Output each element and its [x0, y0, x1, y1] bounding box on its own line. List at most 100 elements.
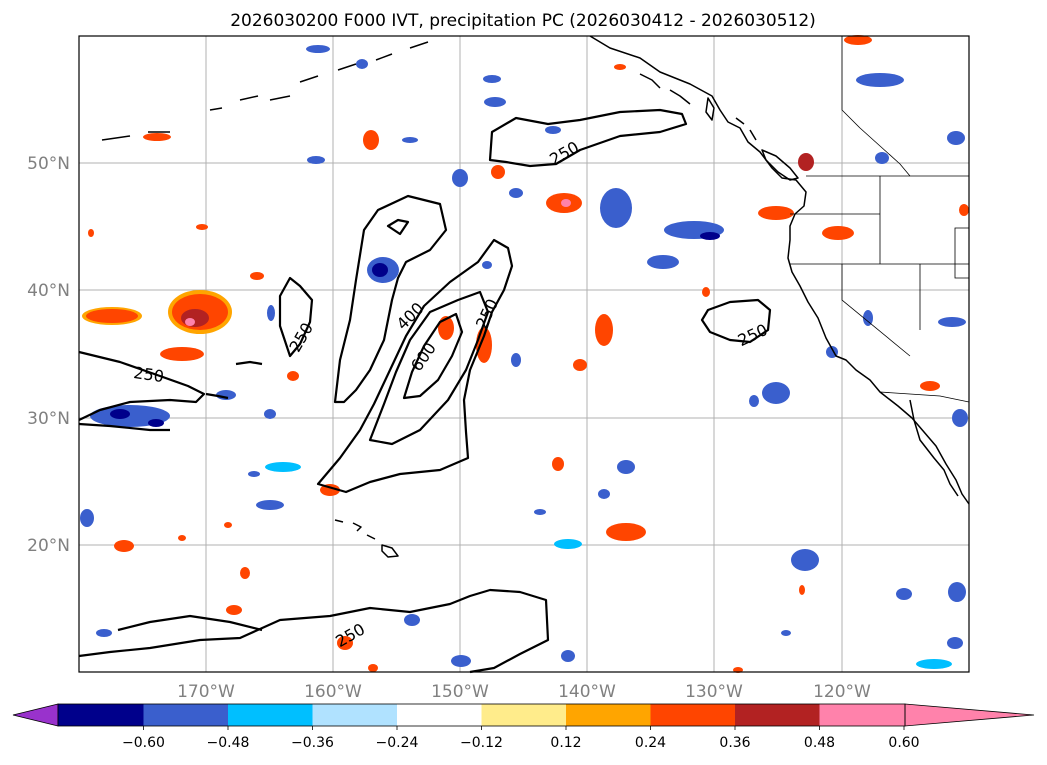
colorbar-segment: [397, 704, 482, 726]
precip-negative-blob: [762, 382, 790, 404]
precip-negative-blob: [484, 97, 506, 107]
precip-negative-blob: [791, 549, 819, 571]
precip-positive-blob: [798, 153, 814, 171]
colorbar-tick-label: −0.24: [376, 735, 419, 751]
precip-negative-blob: [356, 59, 368, 69]
colorbar-tick-label: 0.24: [635, 735, 666, 751]
precip-positive-blob: [86, 309, 138, 323]
ivt-contour-250: [278, 276, 314, 358]
precip-negative-blob: [896, 588, 912, 600]
precip-positive-blob: [226, 605, 242, 615]
baja-california-coast: [909, 399, 959, 497]
ivt-contour-250: [117, 614, 263, 632]
colorbar-segment: [58, 704, 144, 726]
precip-negative-blob: [110, 409, 130, 419]
precip-positive-blob: [337, 636, 353, 650]
political-borders: [790, 36, 970, 403]
precip-positive-blob: [920, 381, 940, 391]
precip-negative-blob: [265, 462, 301, 472]
ivt-contour-250: [488, 108, 688, 168]
precip-positive-blob: [160, 347, 204, 361]
colorbar-segment: [566, 704, 651, 726]
precip-negative-blob: [561, 650, 575, 662]
lon-label: 130°W: [685, 682, 743, 702]
precip-negative-blob: [598, 489, 610, 499]
precip-positive-blob: [614, 64, 626, 70]
precip-negative-blob: [452, 169, 468, 187]
precip-negative-blob: [482, 261, 492, 269]
colorbar-segment: [481, 704, 566, 726]
precip-positive-blob: [178, 535, 186, 541]
canada-provinces: [841, 36, 911, 177]
latitude-labels: 50°N 40°N 30°N 20°N: [27, 154, 70, 556]
map-area: [79, 36, 969, 672]
precip-negative-blob: [256, 500, 284, 510]
precip-negative-blob: [534, 509, 546, 515]
precip-negative-blob: [916, 659, 952, 669]
precip-positive-blob: [799, 585, 805, 595]
colorbar-segment: [312, 704, 397, 726]
precip-positive-blob: [181, 309, 209, 327]
alaska-panhandle-islands: [639, 73, 757, 141]
hawaiian-islands: [334, 519, 399, 558]
aleutian-chain: [101, 41, 429, 141]
colorbar-tick-label: 0.36: [719, 735, 750, 751]
contour-label-250: 250: [132, 363, 165, 386]
precip-positive-blob: [224, 522, 232, 528]
precip-pc-shading: [80, 35, 969, 673]
lat-label: 50°N: [27, 154, 70, 174]
precip-negative-blob: [947, 131, 965, 145]
lat-label: 20°N: [27, 536, 70, 556]
ivt-contour-250: [78, 350, 206, 421]
colorbar-extend-max: [904, 703, 1035, 727]
colorbar-tick-label: 0.60: [888, 735, 919, 751]
precip-positive-blob: [702, 287, 710, 297]
colorbar-ticks: [143, 726, 905, 730]
longitude-labels: 170°W 160°W 150°W 140°W 130°W 120°W: [177, 682, 871, 702]
precip-negative-blob: [307, 156, 325, 164]
precip-negative-blob: [952, 409, 968, 427]
precip-negative-blob: [306, 45, 330, 53]
precip-negative-blob: [749, 395, 759, 407]
precip-negative-blob: [554, 539, 582, 549]
precip-negative-blob: [80, 509, 94, 527]
precip-negative-blob: [617, 460, 635, 474]
precip-negative-blob: [856, 73, 904, 87]
ivt-contour-250: [205, 218, 410, 400]
precip-negative-blob: [781, 630, 791, 636]
precip-negative-blob: [700, 232, 720, 240]
us-mexico-border: [879, 391, 970, 403]
colorbar-segment: [735, 704, 820, 726]
precip-positive-blob: [287, 371, 299, 381]
north-america-coast: [589, 35, 970, 505]
precip-positive-blob: [561, 199, 571, 207]
state-borders: [790, 176, 970, 357]
ivt-contours: [78, 108, 772, 674]
colorbar-extend-min: [12, 703, 59, 727]
lon-label: 160°W: [304, 682, 362, 702]
colorbar-segment: [819, 704, 905, 726]
lon-label: 170°W: [177, 682, 235, 702]
precip-positive-blob: [491, 165, 505, 179]
precip-negative-blob: [264, 409, 276, 419]
colorbar-segment: [143, 704, 228, 726]
precip-positive-blob: [196, 224, 208, 230]
precip-positive-blob: [573, 359, 587, 371]
precip-negative-blob: [248, 471, 260, 477]
ivt-contour-400: [368, 290, 490, 446]
precip-positive-blob: [844, 35, 872, 45]
precip-positive-blob: [959, 204, 969, 216]
precip-positive-blob: [363, 130, 379, 150]
precip-positive-blob: [143, 133, 171, 141]
colorbar-tick-label: −0.12: [460, 735, 503, 751]
precip-negative-blob: [96, 629, 112, 637]
precip-negative-blob: [545, 126, 561, 134]
precip-positive-blob: [240, 567, 250, 579]
precip-negative-blob: [947, 637, 963, 649]
precip-positive-blob: [476, 327, 492, 363]
map-frame: [78, 35, 970, 673]
precip-negative-blob: [402, 137, 418, 143]
precip-negative-blob: [483, 75, 501, 83]
lat-label: 40°N: [27, 281, 70, 301]
